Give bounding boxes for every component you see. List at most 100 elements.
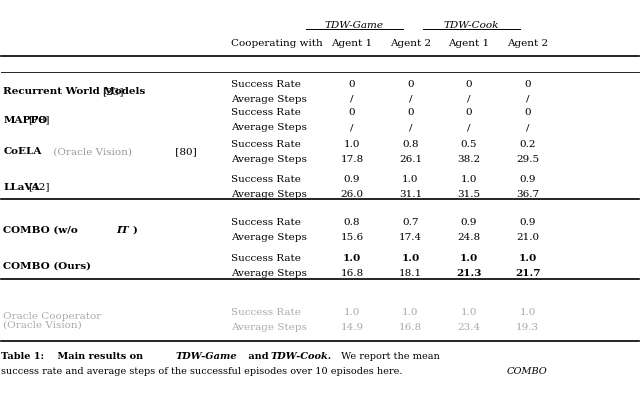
Text: 17.4: 17.4 — [399, 233, 422, 243]
Text: 26.0: 26.0 — [340, 190, 364, 199]
Text: 15.6: 15.6 — [340, 233, 364, 243]
Text: Average Steps: Average Steps — [231, 323, 307, 332]
Text: 17.8: 17.8 — [340, 154, 364, 164]
Text: 21.3: 21.3 — [456, 269, 482, 278]
Text: (Oracle Vision): (Oracle Vision) — [51, 147, 132, 156]
Text: Cooperating with: Cooperating with — [231, 39, 323, 48]
Text: Average Steps: Average Steps — [231, 123, 307, 132]
Text: Table 1:: Table 1: — [1, 352, 44, 361]
Text: Success Rate: Success Rate — [231, 80, 301, 89]
Text: 31.5: 31.5 — [458, 190, 481, 199]
Text: 0.9: 0.9 — [520, 175, 536, 184]
Text: 0.8: 0.8 — [402, 140, 419, 148]
Text: TDW-Cook.: TDW-Cook. — [270, 352, 332, 361]
Text: Success Rate: Success Rate — [231, 108, 301, 117]
Text: 19.3: 19.3 — [516, 323, 540, 332]
Text: 18.1: 18.1 — [399, 269, 422, 278]
Text: Average Steps: Average Steps — [231, 233, 307, 243]
Text: 1.0: 1.0 — [344, 308, 360, 317]
Text: Oracle Cooperator: Oracle Cooperator — [3, 312, 102, 321]
Text: 16.8: 16.8 — [399, 323, 422, 332]
Text: /: / — [526, 94, 529, 104]
Text: success rate and average steps of the successful episodes over 10 episodes here.: success rate and average steps of the su… — [1, 367, 406, 376]
Text: 0.5: 0.5 — [461, 140, 477, 148]
Text: Success Rate: Success Rate — [231, 254, 301, 263]
Text: Success Rate: Success Rate — [231, 140, 301, 148]
Text: Agent 1: Agent 1 — [449, 39, 490, 48]
Text: 0: 0 — [466, 108, 472, 117]
Text: /: / — [467, 94, 471, 104]
Text: Success Rate: Success Rate — [231, 175, 301, 184]
Text: /: / — [409, 123, 412, 132]
Text: [78]: [78] — [28, 116, 50, 125]
Text: Average Steps: Average Steps — [231, 269, 307, 278]
Text: /: / — [409, 94, 412, 104]
Text: 1.0: 1.0 — [343, 254, 361, 263]
Text: and: and — [246, 352, 273, 361]
Text: COMBO (Ours): COMBO (Ours) — [3, 261, 92, 270]
Text: 16.8: 16.8 — [340, 269, 364, 278]
Text: 14.9: 14.9 — [340, 323, 364, 332]
Text: 24.8: 24.8 — [458, 233, 481, 243]
Text: 0.9: 0.9 — [461, 218, 477, 227]
Text: 1.0: 1.0 — [461, 175, 477, 184]
Text: Average Steps: Average Steps — [231, 154, 307, 164]
Text: 0: 0 — [349, 108, 355, 117]
Text: 29.5: 29.5 — [516, 154, 540, 164]
Text: [23]: [23] — [102, 87, 124, 96]
Text: TDW-Game: TDW-Game — [324, 21, 383, 29]
Text: 0.8: 0.8 — [344, 218, 360, 227]
Text: CoELA: CoELA — [3, 147, 42, 156]
Text: 38.2: 38.2 — [458, 154, 481, 164]
Text: 36.7: 36.7 — [516, 190, 540, 199]
Text: Average Steps: Average Steps — [231, 94, 307, 104]
Text: ): ) — [132, 226, 137, 235]
Text: 0: 0 — [524, 108, 531, 117]
Text: Agent 2: Agent 2 — [390, 39, 431, 48]
Text: [42]: [42] — [28, 183, 50, 192]
Text: 26.1: 26.1 — [399, 154, 422, 164]
Text: Success Rate: Success Rate — [231, 308, 301, 317]
Text: COMBO: COMBO — [507, 367, 547, 376]
Text: (Oracle Vision): (Oracle Vision) — [3, 320, 82, 329]
Text: 1.0: 1.0 — [461, 308, 477, 317]
Text: 1.0: 1.0 — [460, 254, 478, 263]
Text: MAPPO: MAPPO — [3, 116, 47, 125]
Text: 0.7: 0.7 — [402, 218, 419, 227]
Text: 0.9: 0.9 — [344, 175, 360, 184]
Text: LLaVA: LLaVA — [3, 183, 40, 192]
Text: Agent 2: Agent 2 — [507, 39, 548, 48]
Text: TDW-Game: TDW-Game — [176, 352, 237, 361]
Text: 23.4: 23.4 — [458, 323, 481, 332]
Text: COMBO (w/o: COMBO (w/o — [3, 226, 82, 235]
Text: Success Rate: Success Rate — [231, 218, 301, 227]
Text: 0.2: 0.2 — [520, 140, 536, 148]
Text: 0: 0 — [349, 80, 355, 89]
Text: IT: IT — [116, 226, 129, 235]
Text: Average Steps: Average Steps — [231, 190, 307, 199]
Text: /: / — [350, 94, 354, 104]
Text: TDW-Cook: TDW-Cook — [444, 21, 499, 29]
Text: 0: 0 — [466, 80, 472, 89]
Text: 21.0: 21.0 — [516, 233, 540, 243]
Text: /: / — [350, 123, 354, 132]
Text: We report the mean: We report the mean — [339, 352, 440, 361]
Text: 1.0: 1.0 — [520, 308, 536, 317]
Text: 1.0: 1.0 — [401, 254, 420, 263]
Text: 0.9: 0.9 — [520, 218, 536, 227]
Text: Main results on: Main results on — [54, 352, 146, 361]
Text: /: / — [467, 123, 471, 132]
Text: [80]: [80] — [172, 147, 196, 156]
Text: Agent 1: Agent 1 — [332, 39, 372, 48]
Text: 1.0: 1.0 — [402, 175, 419, 184]
Text: /: / — [526, 123, 529, 132]
Text: Recurrent World Models: Recurrent World Models — [3, 87, 145, 96]
Text: 0: 0 — [407, 80, 414, 89]
Text: 1.0: 1.0 — [518, 254, 537, 263]
Text: 1.0: 1.0 — [402, 308, 419, 317]
Text: 1.0: 1.0 — [344, 140, 360, 148]
Text: 0: 0 — [524, 80, 531, 89]
Text: 0: 0 — [407, 108, 414, 117]
Text: 21.7: 21.7 — [515, 269, 541, 278]
Text: 31.1: 31.1 — [399, 190, 422, 199]
